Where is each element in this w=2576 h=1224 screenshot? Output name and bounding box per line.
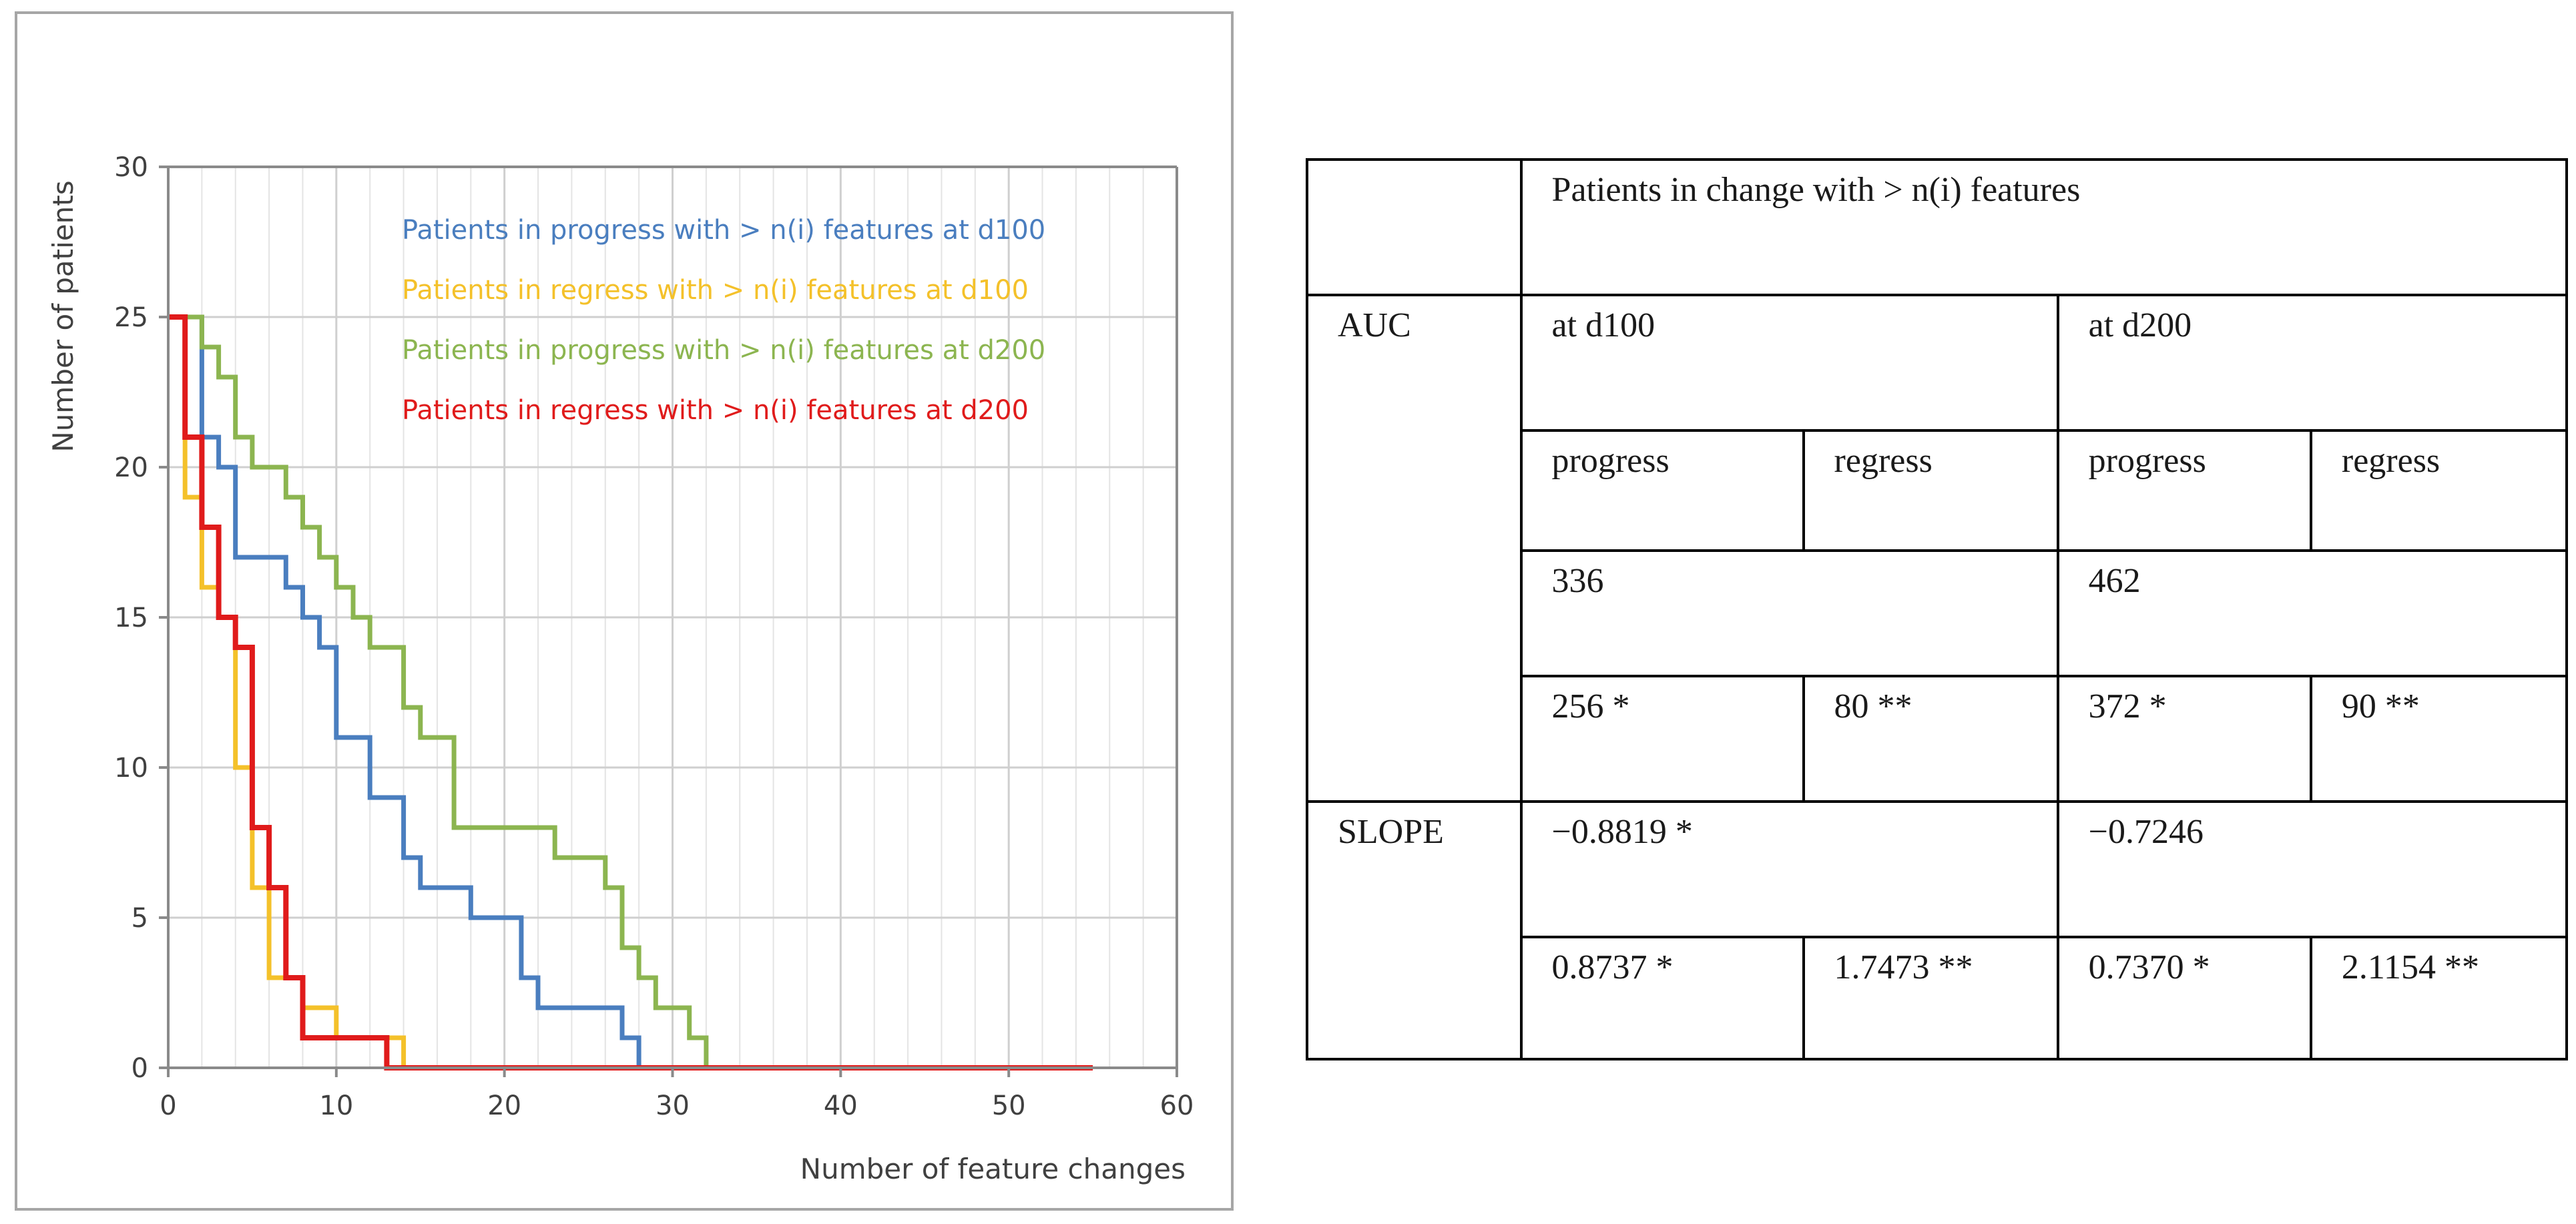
d200-header: at d200 xyxy=(2056,294,2569,432)
auc-d200-progress: 372 * xyxy=(2056,675,2312,803)
table-corner-cell xyxy=(1306,158,1523,296)
y-axis-title: Number of patients xyxy=(47,180,79,452)
legend-entry: Patients in progress with > n(i) feature… xyxy=(402,335,1045,366)
d100-header: at d100 xyxy=(1519,294,2059,432)
table-row: 336 462 xyxy=(1307,549,2569,677)
legend-entry: Patients in regress with > n(i) features… xyxy=(402,275,1029,306)
y-tick-label: 25 xyxy=(114,302,148,333)
auc-d100-progress: 256 * xyxy=(1519,675,1805,803)
y-tick-label: 10 xyxy=(114,753,148,784)
slope-d100-total: −0.8819 * xyxy=(1519,800,2059,938)
table-row: progress regress progress regress xyxy=(1307,429,2569,552)
slope-d200-total: −0.7246 xyxy=(2056,800,2569,938)
series-line-4 xyxy=(168,314,1093,1070)
auc-d200-total: 462 xyxy=(2056,549,2569,677)
table-row: Patients in change with > n(i) features xyxy=(1306,158,2569,296)
x-tick-label: 50 xyxy=(992,1091,1026,1121)
table-row: SLOPE −0.8819 * −0.7246 xyxy=(1306,800,2569,1060)
y-tick-label: 0 xyxy=(132,1053,148,1084)
x-tick-label: 60 xyxy=(1160,1091,1194,1121)
table-row: 256 * 80 ** 372 * 90 ** xyxy=(1307,675,2569,803)
auc-d100-total: 336 xyxy=(1519,549,2059,677)
slope-d200-regress: 2.1154 ** xyxy=(2309,936,2569,1060)
results-table: Patients in change with > n(i) features … xyxy=(1306,158,2569,1060)
slope-d100-regress: 1.7473 ** xyxy=(1802,936,2059,1060)
auc-d200-regress: 90 ** xyxy=(2309,675,2569,803)
slope-label: SLOPE xyxy=(1306,800,1523,1060)
x-tick-label: 40 xyxy=(824,1091,858,1121)
table-header-cell: Patients in change with > n(i) features xyxy=(1519,158,2569,296)
y-tick-label: 20 xyxy=(114,452,148,483)
table-row: AUC at d100 at d200 xyxy=(1306,294,2569,803)
x-tick-label: 10 xyxy=(319,1091,353,1121)
auc-label: AUC xyxy=(1306,294,1523,803)
y-tick-label: 5 xyxy=(132,903,148,934)
chart-panel: 0 10 20 30 40 50 60 0 5 10 15 20 25 30 Patients in pr… xyxy=(15,11,1234,1211)
y-tick-label: 30 xyxy=(114,152,148,183)
x-tick-label: 20 xyxy=(487,1091,521,1121)
legend-entry: Patients in regress with > n(i) features… xyxy=(402,395,1029,426)
slope-d200-progress: 0.7370 * xyxy=(2056,936,2312,1060)
y-tick-label: 15 xyxy=(114,603,148,633)
series-line-1 xyxy=(168,314,641,1068)
x-tick-label: 30 xyxy=(656,1091,690,1121)
x-axis-title: Number of feature changes xyxy=(800,1153,1186,1185)
step-chart: 0 10 20 30 40 50 60 0 5 10 15 20 25 30 Patients in pr… xyxy=(47,152,1194,1185)
table-row: 0.8737 * 1.7473 ** 0.7370 * 2.1154 ** xyxy=(1307,936,2569,1060)
series-line-3 xyxy=(168,314,724,1070)
d100-progress-header: progress xyxy=(1519,429,1805,552)
d200-progress-header: progress xyxy=(2056,429,2312,552)
d200-regress-header: regress xyxy=(2309,429,2569,552)
auc-d100-regress: 80 ** xyxy=(1802,675,2059,803)
slope-d100-progress: 0.8737 * xyxy=(1519,936,1805,1060)
legend-entry: Patients in progress with > n(i) feature… xyxy=(402,215,1045,246)
x-tick-label: 0 xyxy=(160,1091,176,1121)
d100-regress-header: regress xyxy=(1802,429,2059,552)
